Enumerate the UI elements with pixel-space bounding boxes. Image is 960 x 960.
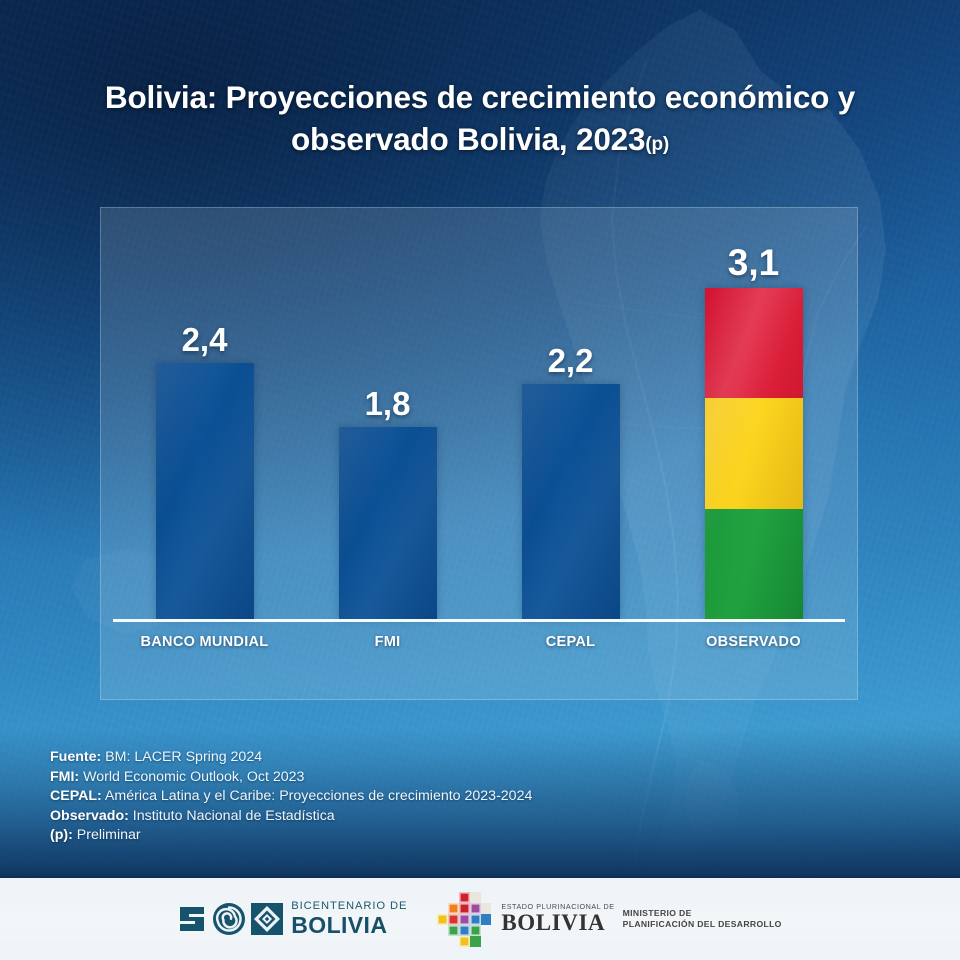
title-line-2-text: observado Bolivia, 2023 [291,121,646,157]
numeral-two-icon [180,906,205,931]
ministerio-line-1: MINISTERIO DE [622,908,692,919]
bicentenario-line-1: BICENTENARIO DE [291,900,408,913]
wiphala-emblem-icon [437,891,492,947]
source-note-fuente: Fuente: BM: LACER Spring 2024 [50,748,532,768]
footer-bar: BICENTENARIO DE BOLIVIA [0,878,960,960]
chart-plot-area: 2,4 1,8 2,2 3,1 [101,208,857,699]
chart-axis-line [113,619,845,622]
bar-value-observado: 3,1 [727,241,780,283]
estado-text: ESTADO PLURINACIONAL DE BOLIVIA [501,903,614,935]
bar-fmi [338,426,437,620]
source-note-observado-text: Instituto Nacional de Estadística [128,807,335,824]
bar-segment-rojo [704,287,803,399]
category-label-cepal: CEPAL [545,634,596,650]
title-line-1: Bolivia: Proyecciones de crecimiento eco… [104,79,856,115]
source-note-fuente-text: BM: LACER Spring 2024 [101,749,263,765]
bar-value-cepal: 2,2 [547,342,594,380]
category-label-observado: OBSERVADO [706,634,801,650]
category-label-banco-mundial: BANCO MUNDIAL [140,634,269,650]
source-note-cepal: CEPAL: América Latina y el Caribe: Proye… [50,787,532,807]
estado-line-1: ESTADO PLURINACIONAL DE [501,902,615,912]
footer-divider [0,873,960,878]
bar-group: 2,4 1,8 2,2 3,1 [113,228,845,620]
bar-segment-verde [704,508,803,619]
background-bottom-fade [0,728,960,878]
bar-observado [704,287,803,619]
source-note-cepal-label: CEPAL: [50,788,102,805]
bar-value-banco-mundial: 2,4 [181,320,228,358]
page-title: Bolivia: Proyecciones de crecimiento eco… [0,76,960,166]
ministerio-text: MINISTERIO DE PLANIFICACIÓN DEL DESARROL… [623,908,782,929]
source-note-preliminar-text: Preliminar [72,827,141,844]
category-slot-observado: OBSERVADO [662,633,845,651]
spiral-icon [213,902,246,935]
bar-value-fmi: 1,8 [364,384,411,422]
bicentenario-marks [178,902,284,936]
source-note-cepal-text: América Latina y el Caribe: Proyecciones… [101,788,533,805]
bar-slot-banco-mundial: 2,4 [113,228,296,620]
bicentenario-logo: BICENTENARIO DE BOLIVIA [178,901,407,936]
bar-banco-mundial [155,362,254,620]
bar-slot-cepal: 2,2 [479,228,662,619]
source-note-fmi: FMI: World Economic Outlook, Oct 2023 [50,768,532,788]
estado-line-2: BOLIVIA [501,909,606,935]
source-note-preliminar-label: (p): [50,827,73,844]
bar-slot-fmi: 1,8 [296,228,479,620]
source-note-fmi-label: FMI: [50,768,80,785]
title-line-2: observado Bolivia, 2023(p) [46,118,914,166]
category-label-group: BANCO MUNDIAL FMI CEPAL OBSERVADO [113,633,845,651]
source-notes: Fuente: BM: LACER Spring 2024 FMI: World… [50,748,532,846]
category-label-fmi: FMI [374,634,401,650]
bicentenario-line-2: BOLIVIA [291,911,388,938]
bar-cepal [521,384,620,619]
source-note-observado-label: Observado: [50,807,129,824]
estado-plurinacional-logo: ESTADO PLURINACIONAL DE BOLIVIA MINISTER… [437,890,781,948]
andean-cross-icon [251,902,284,935]
source-note-fuente-label: Fuente: [50,749,102,765]
category-slot-cepal: CEPAL [479,633,662,651]
source-note-observado: Observado: Instituto Nacional de Estadís… [50,807,532,827]
bar-slot-observado: 3,1 [662,228,845,619]
ministerio-line-2: PLANIFICACIÓN DEL DESARROLLO [622,919,782,929]
title-superscript: (p) [645,134,669,155]
category-slot-banco-mundial: BANCO MUNDIAL [113,633,296,651]
source-note-fmi-text: World Economic Outlook, Oct 2023 [79,768,305,785]
bar-segment-amarillo [704,398,803,509]
bicentenario-text: BICENTENARIO DE BOLIVIA [291,901,407,936]
chart-panel: 2,4 1,8 2,2 3,1 [100,207,858,700]
source-note-preliminar: (p): Preliminar [50,826,532,846]
category-slot-fmi: FMI [296,633,479,651]
